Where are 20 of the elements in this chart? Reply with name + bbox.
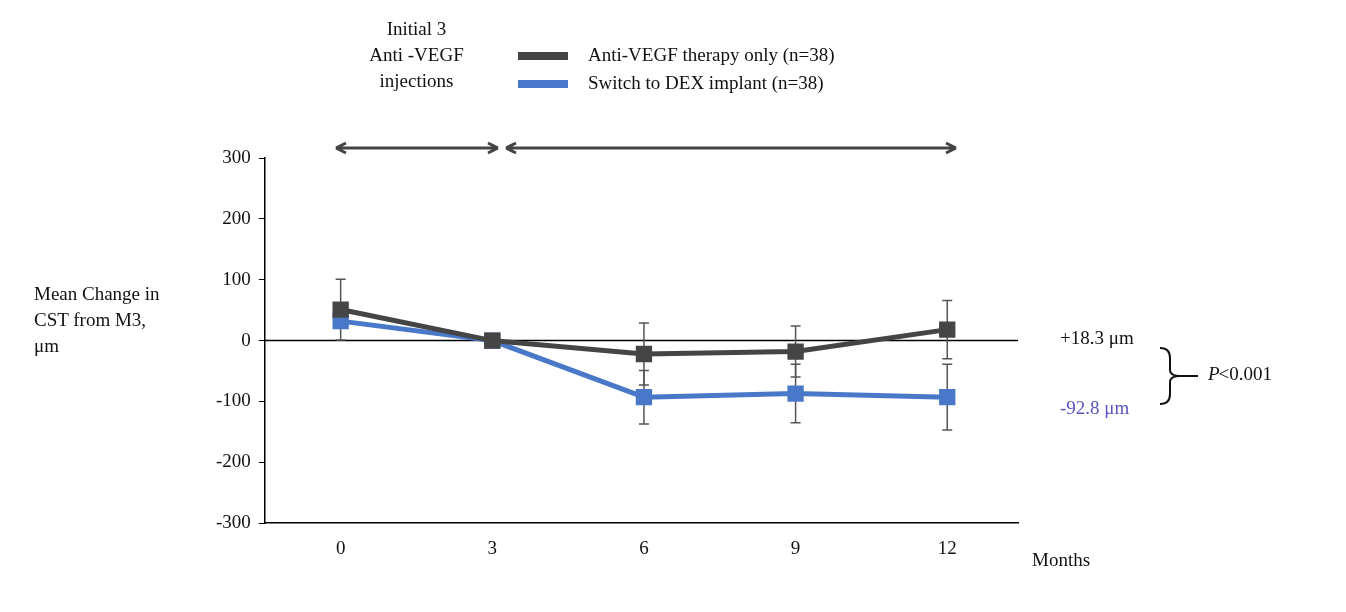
text: -92.8 μm — [1060, 396, 1130, 418]
text: P<0.001 — [1207, 362, 1273, 384]
text: Initial 3 Anti -VEGF injections — [369, 17, 464, 91]
y-axis-title: Mean Change in CST from M3, μm — [34, 282, 161, 356]
x-tick-label: 9 — [790, 536, 801, 558]
y-tick-label: -100 — [216, 389, 251, 411]
y-tick-label: 200 — [222, 206, 251, 228]
y-tick-label: 300 — [222, 145, 251, 167]
x-tick-label: 12 — [937, 536, 957, 558]
y-tick-label: -200 — [216, 450, 251, 472]
x-tick-label: 6 — [639, 536, 649, 558]
x-tick-label: 3 — [487, 536, 498, 558]
y-tick-label: 100 — [222, 267, 251, 289]
text: +18.3 μm — [1060, 326, 1134, 348]
legend-label: Anti-VEGF therapy only (n=38) — [588, 43, 835, 66]
y-tick-label: -300 — [216, 511, 251, 533]
y-tick-label: 0 — [241, 328, 251, 350]
x-axis-title: Months — [1032, 549, 1091, 571]
legend-label: Switch to DEX implant (n=38) — [588, 71, 824, 94]
x-tick-label: 0 — [335, 536, 346, 558]
